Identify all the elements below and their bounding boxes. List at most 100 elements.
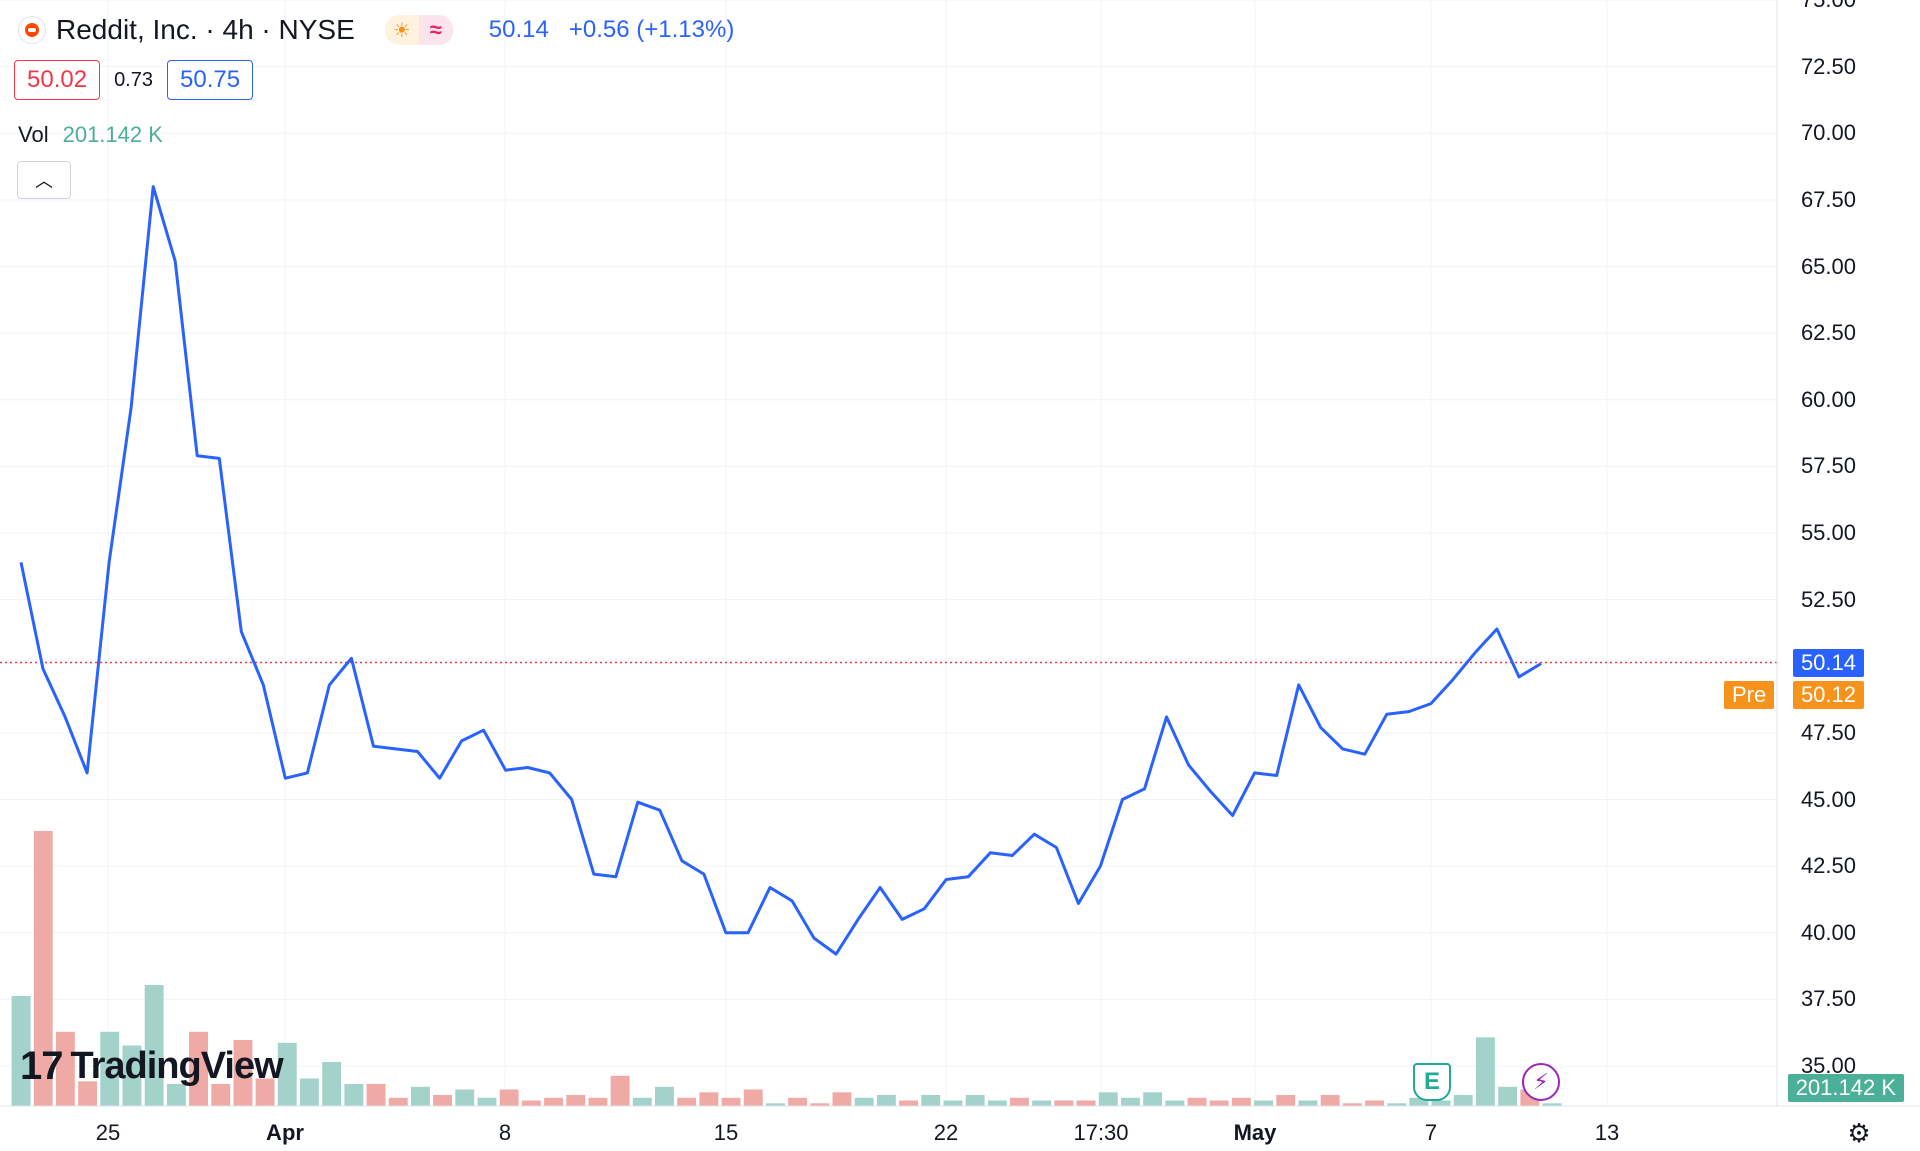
price-tick-label: 55.00 [1800,520,1856,545]
time-tick-label: Apr [266,1120,304,1145]
time-tick-label: 15 [713,1120,739,1145]
sun-icon: ☀ [384,15,419,45]
tradingview-logo-icon: 17 [20,1044,63,1088]
volume-bar [1387,1103,1407,1107]
volume-bar [300,1078,319,1106]
volume-bar [743,1089,763,1106]
price-tick-label: 60.00 [1800,386,1856,412]
volume-bar [566,1095,586,1106]
volume-bar [1209,1100,1229,1106]
spread-value: 0.73 [114,68,153,91]
watermark-name: TradingView [70,1045,284,1087]
volume-bar [78,1081,97,1107]
volume-bar [921,1095,941,1106]
price-tick-label: 52.50 [1800,586,1856,612]
volume-bar [1231,1097,1251,1107]
volume-bar [55,1031,75,1107]
volume-bar [144,985,164,1106]
time-tick-label: 8 [498,1120,512,1145]
volume-legend[interactable]: Vol 201.142 K [18,122,163,148]
volume-bar [166,1084,186,1106]
price-tick-label: 42.50 [1800,853,1856,879]
time-tick-label: 25 [95,1120,121,1145]
volume-bar [388,1097,408,1107]
price-tick-label: 75.00 [1801,0,1856,13]
volume-bar [876,1095,896,1106]
price-tick-label: 47.50 [1800,719,1856,745]
volume-bar [1409,1097,1429,1107]
volume-bar [655,1086,674,1107]
volume-bar [721,1097,741,1107]
gear-icon[interactable]: ⚙ [1847,1117,1871,1148]
volume-bar [1276,1095,1296,1106]
volume-bar [943,1100,963,1106]
volume-bar [477,1097,497,1107]
volume-bar [1431,1100,1451,1106]
volume-bar [189,1031,208,1107]
price-tick-label: 40.00 [1800,919,1856,945]
session-indicator[interactable]: ☀ ≈ [384,15,453,45]
time-tick-label: 7 [1424,1120,1438,1145]
volume-label: Vol [18,122,49,147]
last-price-tag: 50.14 [1792,648,1864,677]
volume-bar [344,1084,364,1106]
price-series-line [19,185,1542,956]
volume-bar [1254,1100,1273,1106]
volume-bar [1032,1100,1052,1106]
volume-bar [521,1100,541,1106]
price-tick-label: 65.00 [1800,253,1856,279]
volume-bars [11,831,1562,1107]
volume-bar [1365,1100,1384,1106]
price-tick-label: 37.50 [1800,986,1856,1012]
volume-bar [632,1097,652,1107]
volume-bar [965,1095,985,1106]
volume-bar [987,1100,1007,1106]
volume-bar [455,1089,475,1106]
volume-bar [1165,1100,1185,1106]
volume-bar [322,1062,342,1106]
volume-bar [499,1089,519,1106]
volume-bar [277,1042,297,1107]
time-tick-label: 13 [1594,1120,1620,1145]
volume-value: 201.142 K [62,122,163,147]
volume-bar [366,1084,386,1106]
bid-ask-row: 50.02 0.73 50.75 [14,60,254,100]
time-tick-label: 17:30 [1073,1120,1129,1145]
collapse-legend-button[interactable]: ︿ [17,161,71,199]
price-tick-label: 62.50 [1800,320,1856,346]
price-tick-label: 57.50 [1800,453,1856,479]
volume-bar [33,831,53,1106]
volume-bar [100,1031,120,1107]
price-tick-label: 72.50 [1800,53,1856,79]
volume-bar [1143,1092,1163,1107]
volume-bar [1121,1097,1140,1107]
volume-bar [1076,1100,1096,1106]
volume-bar [544,1097,563,1107]
time-tick-label: 22 [933,1120,959,1145]
earnings-event-icon[interactable]: E [1413,1063,1451,1101]
legend-last-price: 50.14 [488,16,549,43]
volume-bar [411,1086,430,1107]
volume-bar [788,1097,808,1107]
volume-bar [766,1103,785,1107]
pre-market-label: Pre [1724,680,1775,709]
volume-bar [854,1097,874,1107]
time-tick-label: May [1233,1120,1277,1145]
volume-bar [1542,1103,1562,1107]
buy-button[interactable]: 50.75 [167,60,254,100]
chart-legend: Reddit, Inc. · 4h · NYSE ☀ ≈ 50.14 +0.56… [18,14,734,46]
volume-bar [699,1092,719,1107]
chart-grid [0,0,1777,1106]
volume-bar [899,1100,918,1106]
sell-button[interactable]: 50.02 [14,60,101,100]
volume-bar [1342,1103,1362,1107]
symbol-title[interactable]: Reddit, Inc. · 4h · NYSE [56,14,355,45]
volume-bar [677,1097,697,1107]
volume-bar [1187,1097,1207,1107]
volume-bar [122,1045,142,1106]
volume-bar [1320,1095,1340,1106]
volume-bar [233,1040,253,1106]
dividend-event-icon[interactable]: ⚡ [1522,1063,1560,1101]
volume-bar [1054,1100,1074,1106]
